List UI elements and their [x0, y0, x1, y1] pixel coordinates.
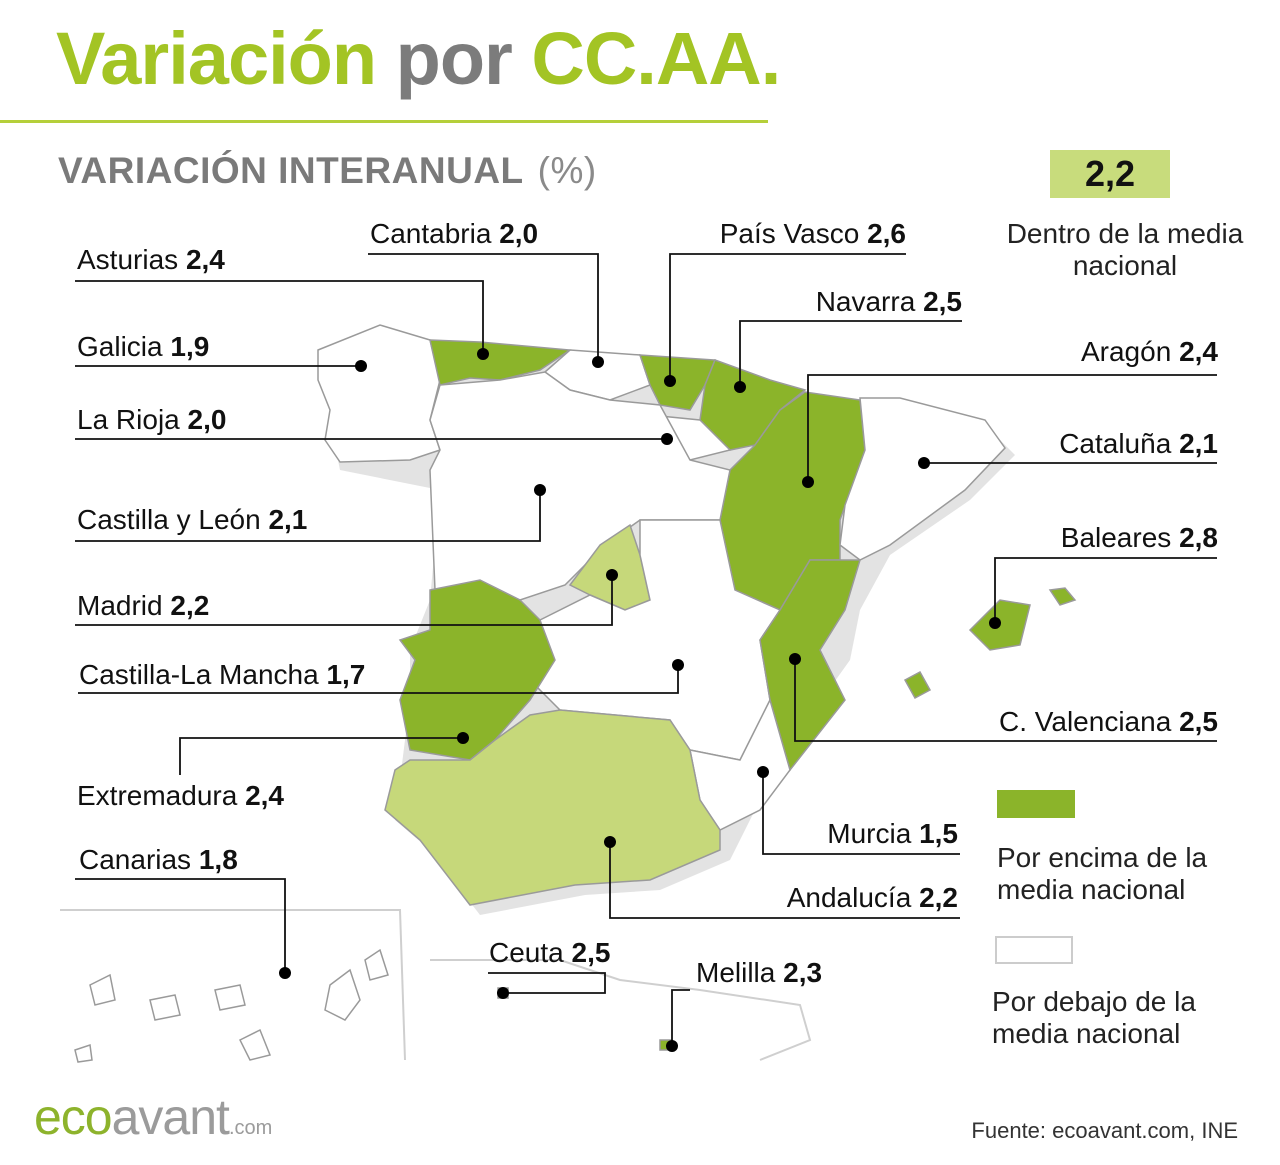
marker-asturias	[477, 348, 489, 360]
marker-c-valenciana	[789, 653, 801, 665]
region-galicia	[317, 324, 441, 463]
label-c-valenciana: C. Valenciana 2,5	[999, 706, 1218, 737]
marker-castilla-leon	[534, 484, 546, 496]
label-murcia: Murcia 1,5	[827, 818, 958, 849]
label-canarias: Canarias 1,8	[79, 844, 238, 875]
label-cantabria: Cantabria 2,0	[370, 218, 539, 249]
marker-extremadura	[457, 732, 469, 744]
region-cataluna	[839, 397, 1006, 561]
label-la-rioja: La Rioja 2,0	[77, 404, 227, 435]
marker-canarias	[279, 967, 291, 979]
marker-castilla-la-mancha	[672, 659, 684, 671]
leader-lines	[75, 253, 1217, 1046]
region-c-valenciana	[759, 559, 862, 772]
legend-below-swatch	[995, 936, 1073, 964]
region-canarias	[74, 948, 389, 1063]
source-note: Fuente: ecoavant.com, INE	[971, 1118, 1238, 1143]
marker-murcia	[757, 766, 769, 778]
label-andalucia: Andalucía 2,2	[786, 882, 958, 913]
marker-cataluna	[918, 457, 930, 469]
legend-below-label: Por debajo de la media nacional	[992, 986, 1196, 1049]
label-navarra: Navarra 2,5	[815, 286, 962, 317]
legend-national-value: 2,2	[1050, 150, 1170, 198]
label-castilla-la-mancha: Castilla-La Mancha 1,7	[79, 659, 366, 690]
region-andalucia	[384, 709, 721, 906]
region-markers	[279, 348, 1001, 1052]
label-cataluna: Cataluña 2,1	[1059, 428, 1218, 459]
marker-ceuta	[497, 987, 509, 999]
label-ceuta: Ceuta 2,5	[489, 937, 611, 968]
page-title: Variación por CC.AA.	[56, 17, 781, 100]
label-asturias: Asturias 2,4	[77, 244, 225, 275]
label-melilla: Melilla 2,3	[696, 957, 823, 988]
marker-baleares	[989, 617, 1001, 629]
marker-andalucia	[604, 836, 616, 848]
marker-melilla	[666, 1040, 678, 1052]
legend-above-label: Por encima de la media nacional	[997, 842, 1208, 905]
region-baleares	[903, 587, 1077, 700]
label-aragon: Aragón 2,4	[1080, 336, 1218, 367]
label-baleares: Baleares 2,8	[1060, 522, 1218, 553]
legend-within-label: Dentro de la media nacional	[1006, 218, 1244, 281]
label-extremadura: Extremadura 2,4	[77, 780, 285, 811]
marker-galicia	[355, 360, 367, 372]
africa-outline	[60, 909, 812, 1061]
marker-madrid	[606, 569, 618, 581]
marker-navarra	[734, 381, 746, 393]
ecoavant-logo: ecoavant.com	[34, 1089, 273, 1145]
title-underline	[0, 120, 768, 123]
label-pais-vasco: País Vasco 2,6	[719, 218, 906, 249]
label-galicia: Galicia 1,9	[77, 331, 210, 362]
marker-pais-vasco	[664, 375, 676, 387]
legend-above-swatch	[997, 790, 1075, 818]
marker-aragon	[802, 476, 814, 488]
marker-la-rioja	[661, 433, 673, 445]
marker-cantabria	[592, 356, 604, 368]
subtitle: VARIACIÓN INTERANUAL (%)	[58, 150, 597, 191]
label-madrid: Madrid 2,2	[77, 590, 210, 621]
label-castilla-leon: Castilla y León 2,1	[77, 504, 308, 535]
